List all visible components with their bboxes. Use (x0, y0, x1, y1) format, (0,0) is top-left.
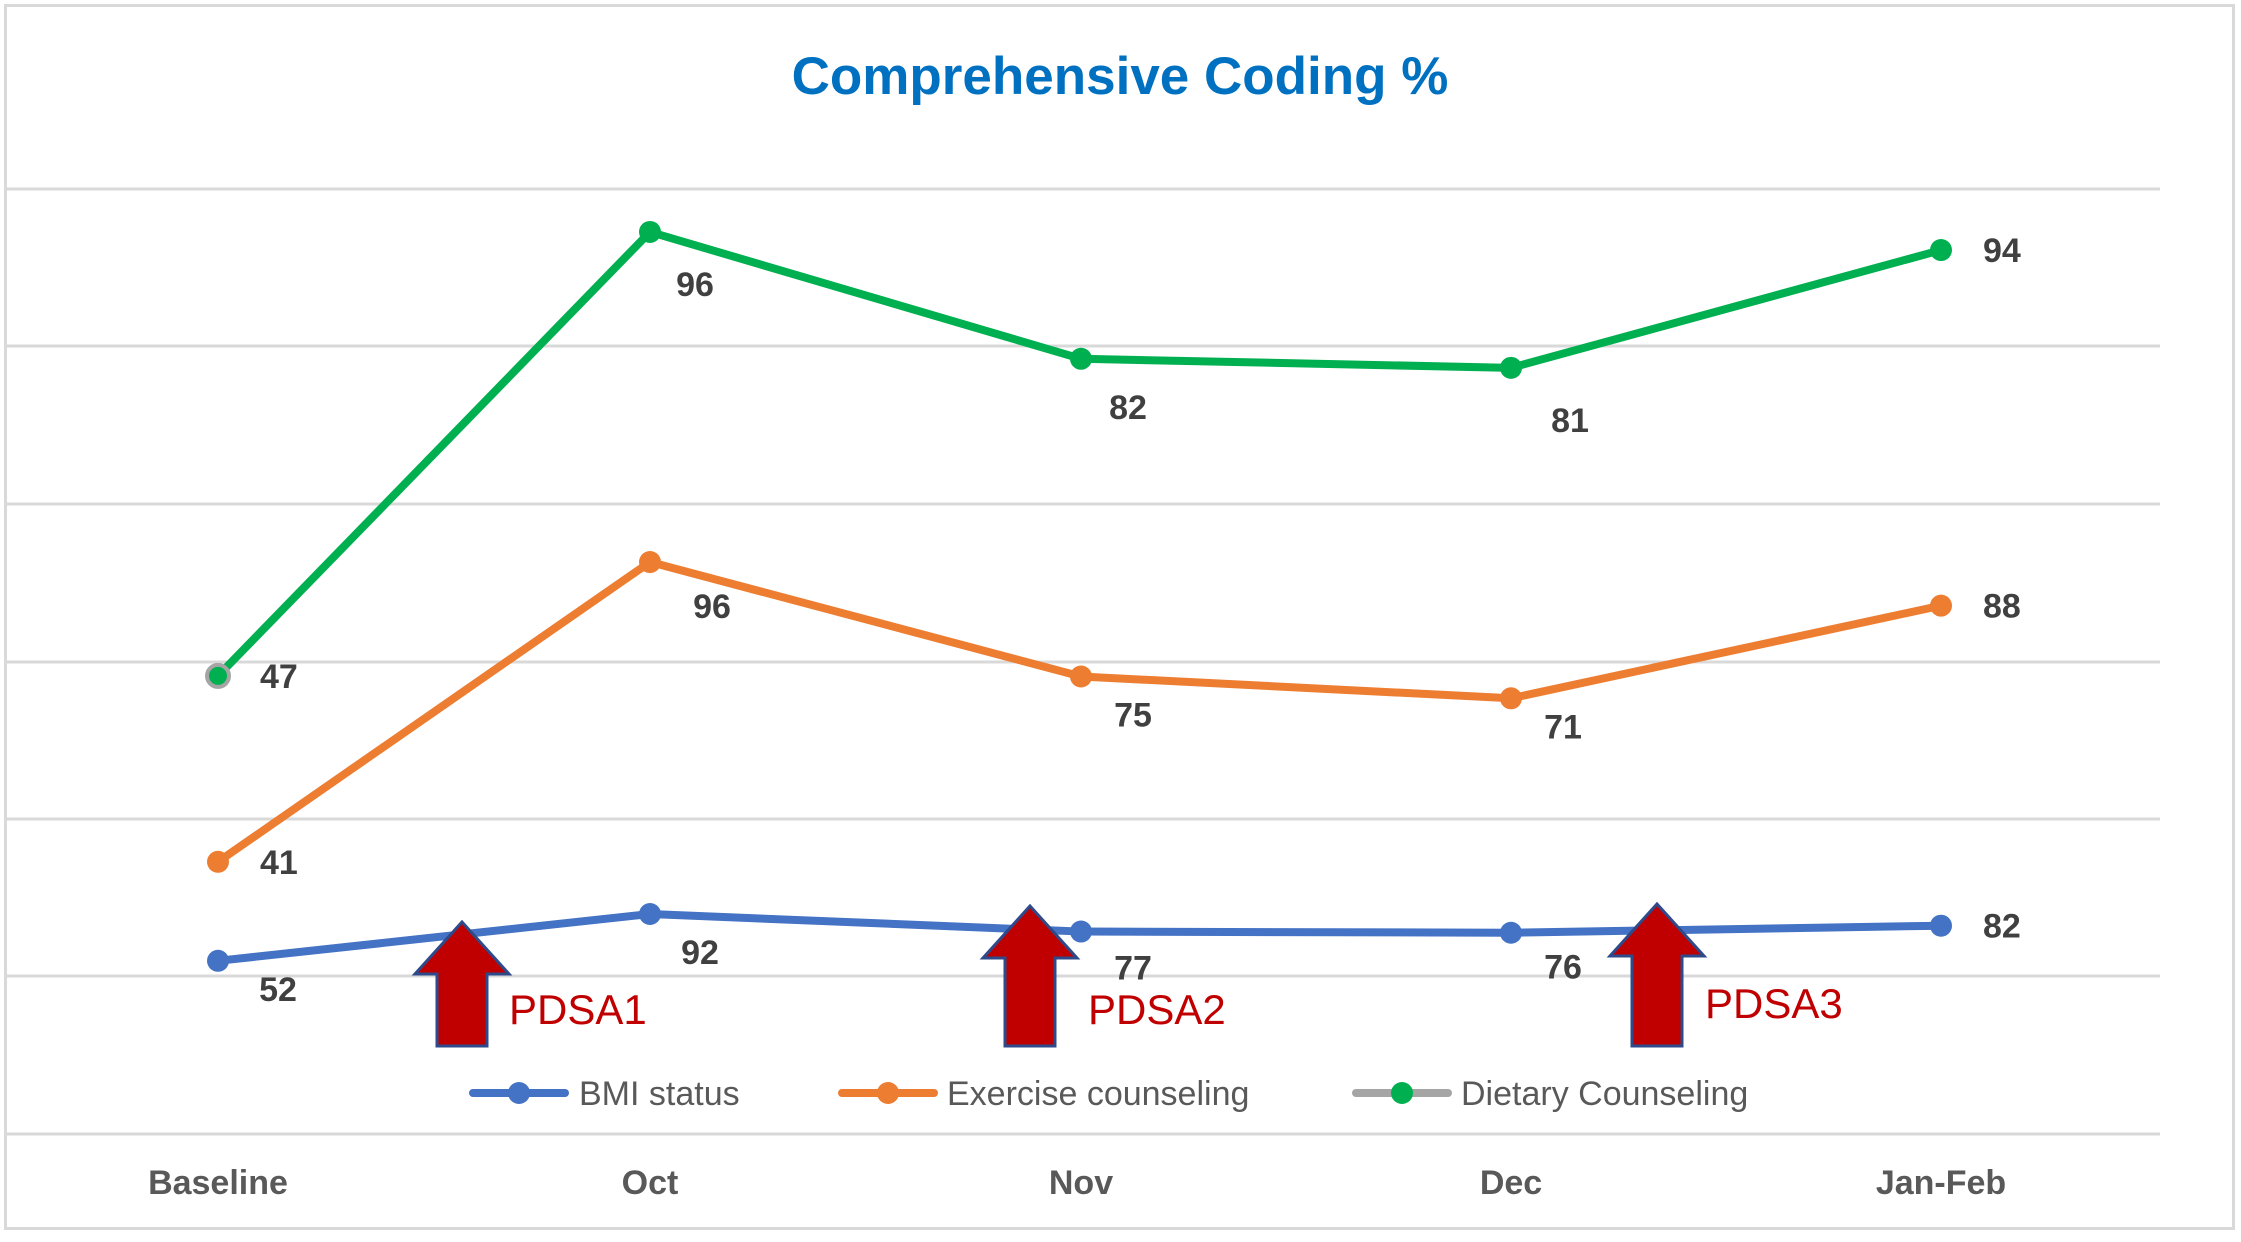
pdsa-label: PDSA1 (509, 986, 647, 1033)
legend-label: Exercise counseling (947, 1075, 1249, 1113)
data-label: 82 (1109, 389, 1147, 427)
x-tick-label: Oct (622, 1164, 679, 1202)
series-point (207, 949, 229, 972)
legend-label: BMI status (579, 1075, 740, 1113)
data-label: 92 (681, 934, 719, 972)
series-line (214, 227, 1945, 680)
data-label: 81 (1551, 402, 1589, 440)
data-labels: 52 92 77 76 82 41 96 75 71 88 47 96 82 81 94 (259, 232, 2021, 1009)
data-label: 47 (260, 658, 298, 696)
series-point (1070, 347, 1092, 370)
series-point (639, 551, 661, 574)
pdsa-arrow (1606, 901, 1708, 1048)
pdsa-arrow (979, 903, 1081, 1048)
legend: BMI status Exercise counseling Dietary Cou… (469, 1075, 1748, 1113)
series-point (639, 220, 661, 243)
category-axis: Baseline Oct Nov Dec Jan-Feb (148, 1164, 2006, 1202)
x-tick-label: Nov (1049, 1164, 1113, 1202)
series-point (1500, 356, 1522, 379)
series-line (214, 558, 1945, 866)
data-label: 75 (1114, 697, 1152, 735)
data-label: 96 (676, 266, 714, 304)
pdsa-label: PDSA2 (1088, 986, 1226, 1033)
series-point (1500, 921, 1522, 944)
series-point (1070, 665, 1092, 688)
series-point (1500, 687, 1522, 710)
data-label: 82 (1983, 908, 2021, 946)
data-label: 41 (260, 844, 298, 882)
pdsa-arrow (411, 919, 513, 1048)
series-point (1930, 914, 1952, 937)
data-label: 96 (693, 588, 731, 626)
series-point (1930, 594, 1952, 617)
x-tick-label: Dec (1480, 1164, 1542, 1202)
data-label: 88 (1983, 588, 2021, 626)
series-point (1930, 239, 1952, 262)
chart-frame (4, 4, 2235, 1230)
series-point (1070, 920, 1092, 943)
chart-title: Comprehensive Coding % (792, 47, 1449, 106)
series-point (639, 903, 661, 926)
gridlines (6, 187, 2160, 1136)
data-label: 52 (259, 971, 297, 1009)
x-tick-label: Jan-Feb (1876, 1164, 2006, 1202)
legend-label: Dietary Counseling (1461, 1075, 1748, 1113)
data-label: 94 (1983, 232, 2021, 270)
x-tick-label: Baseline (148, 1164, 288, 1202)
data-label: 76 (1544, 949, 1582, 987)
series-point (207, 850, 229, 873)
legend-marker (1391, 1082, 1413, 1104)
series-lines (205, 220, 1952, 972)
data-label: 77 (1114, 950, 1152, 988)
legend-marker (508, 1082, 530, 1104)
pdsa-label: PDSA3 (1705, 980, 1843, 1027)
data-label: 71 (1544, 708, 1582, 746)
series-point (205, 662, 231, 689)
pdsa-annotations: PDSA1 PDSA2 PDSA3 (411, 901, 1843, 1048)
legend-marker (877, 1082, 899, 1104)
